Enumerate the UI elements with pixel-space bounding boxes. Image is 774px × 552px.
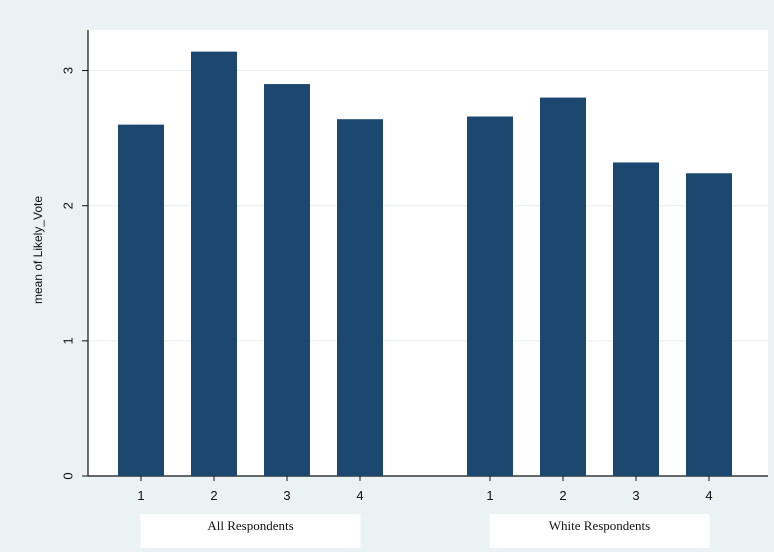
x-tick-label: 1	[486, 488, 493, 503]
plot-area	[88, 30, 768, 476]
y-tick-label: 2	[61, 202, 76, 209]
group-label: All Respondents	[207, 518, 293, 533]
y-tick-label: 1	[61, 337, 76, 344]
group-label-box	[489, 514, 710, 548]
bar	[613, 162, 659, 476]
x-tick-label: 2	[559, 488, 566, 503]
bar	[264, 84, 310, 476]
x-tick-label: 3	[632, 488, 639, 503]
group-label: White Respondents	[549, 518, 650, 533]
x-tick-label: 1	[137, 488, 144, 503]
bar	[467, 116, 513, 476]
y-tick-label: 3	[61, 67, 76, 74]
bar	[118, 124, 164, 476]
bar	[337, 119, 383, 476]
bar	[540, 97, 586, 477]
x-tick-label: 4	[356, 488, 363, 503]
y-tick-label: 0	[61, 472, 76, 479]
y-axis-title: mean of Likely_Vote	[31, 196, 45, 304]
x-tick-label: 3	[283, 488, 290, 503]
bar	[686, 173, 732, 476]
group-label-box	[140, 514, 361, 548]
x-tick-label: 4	[705, 488, 712, 503]
x-tick-label: 2	[210, 488, 217, 503]
bar	[191, 51, 237, 477]
